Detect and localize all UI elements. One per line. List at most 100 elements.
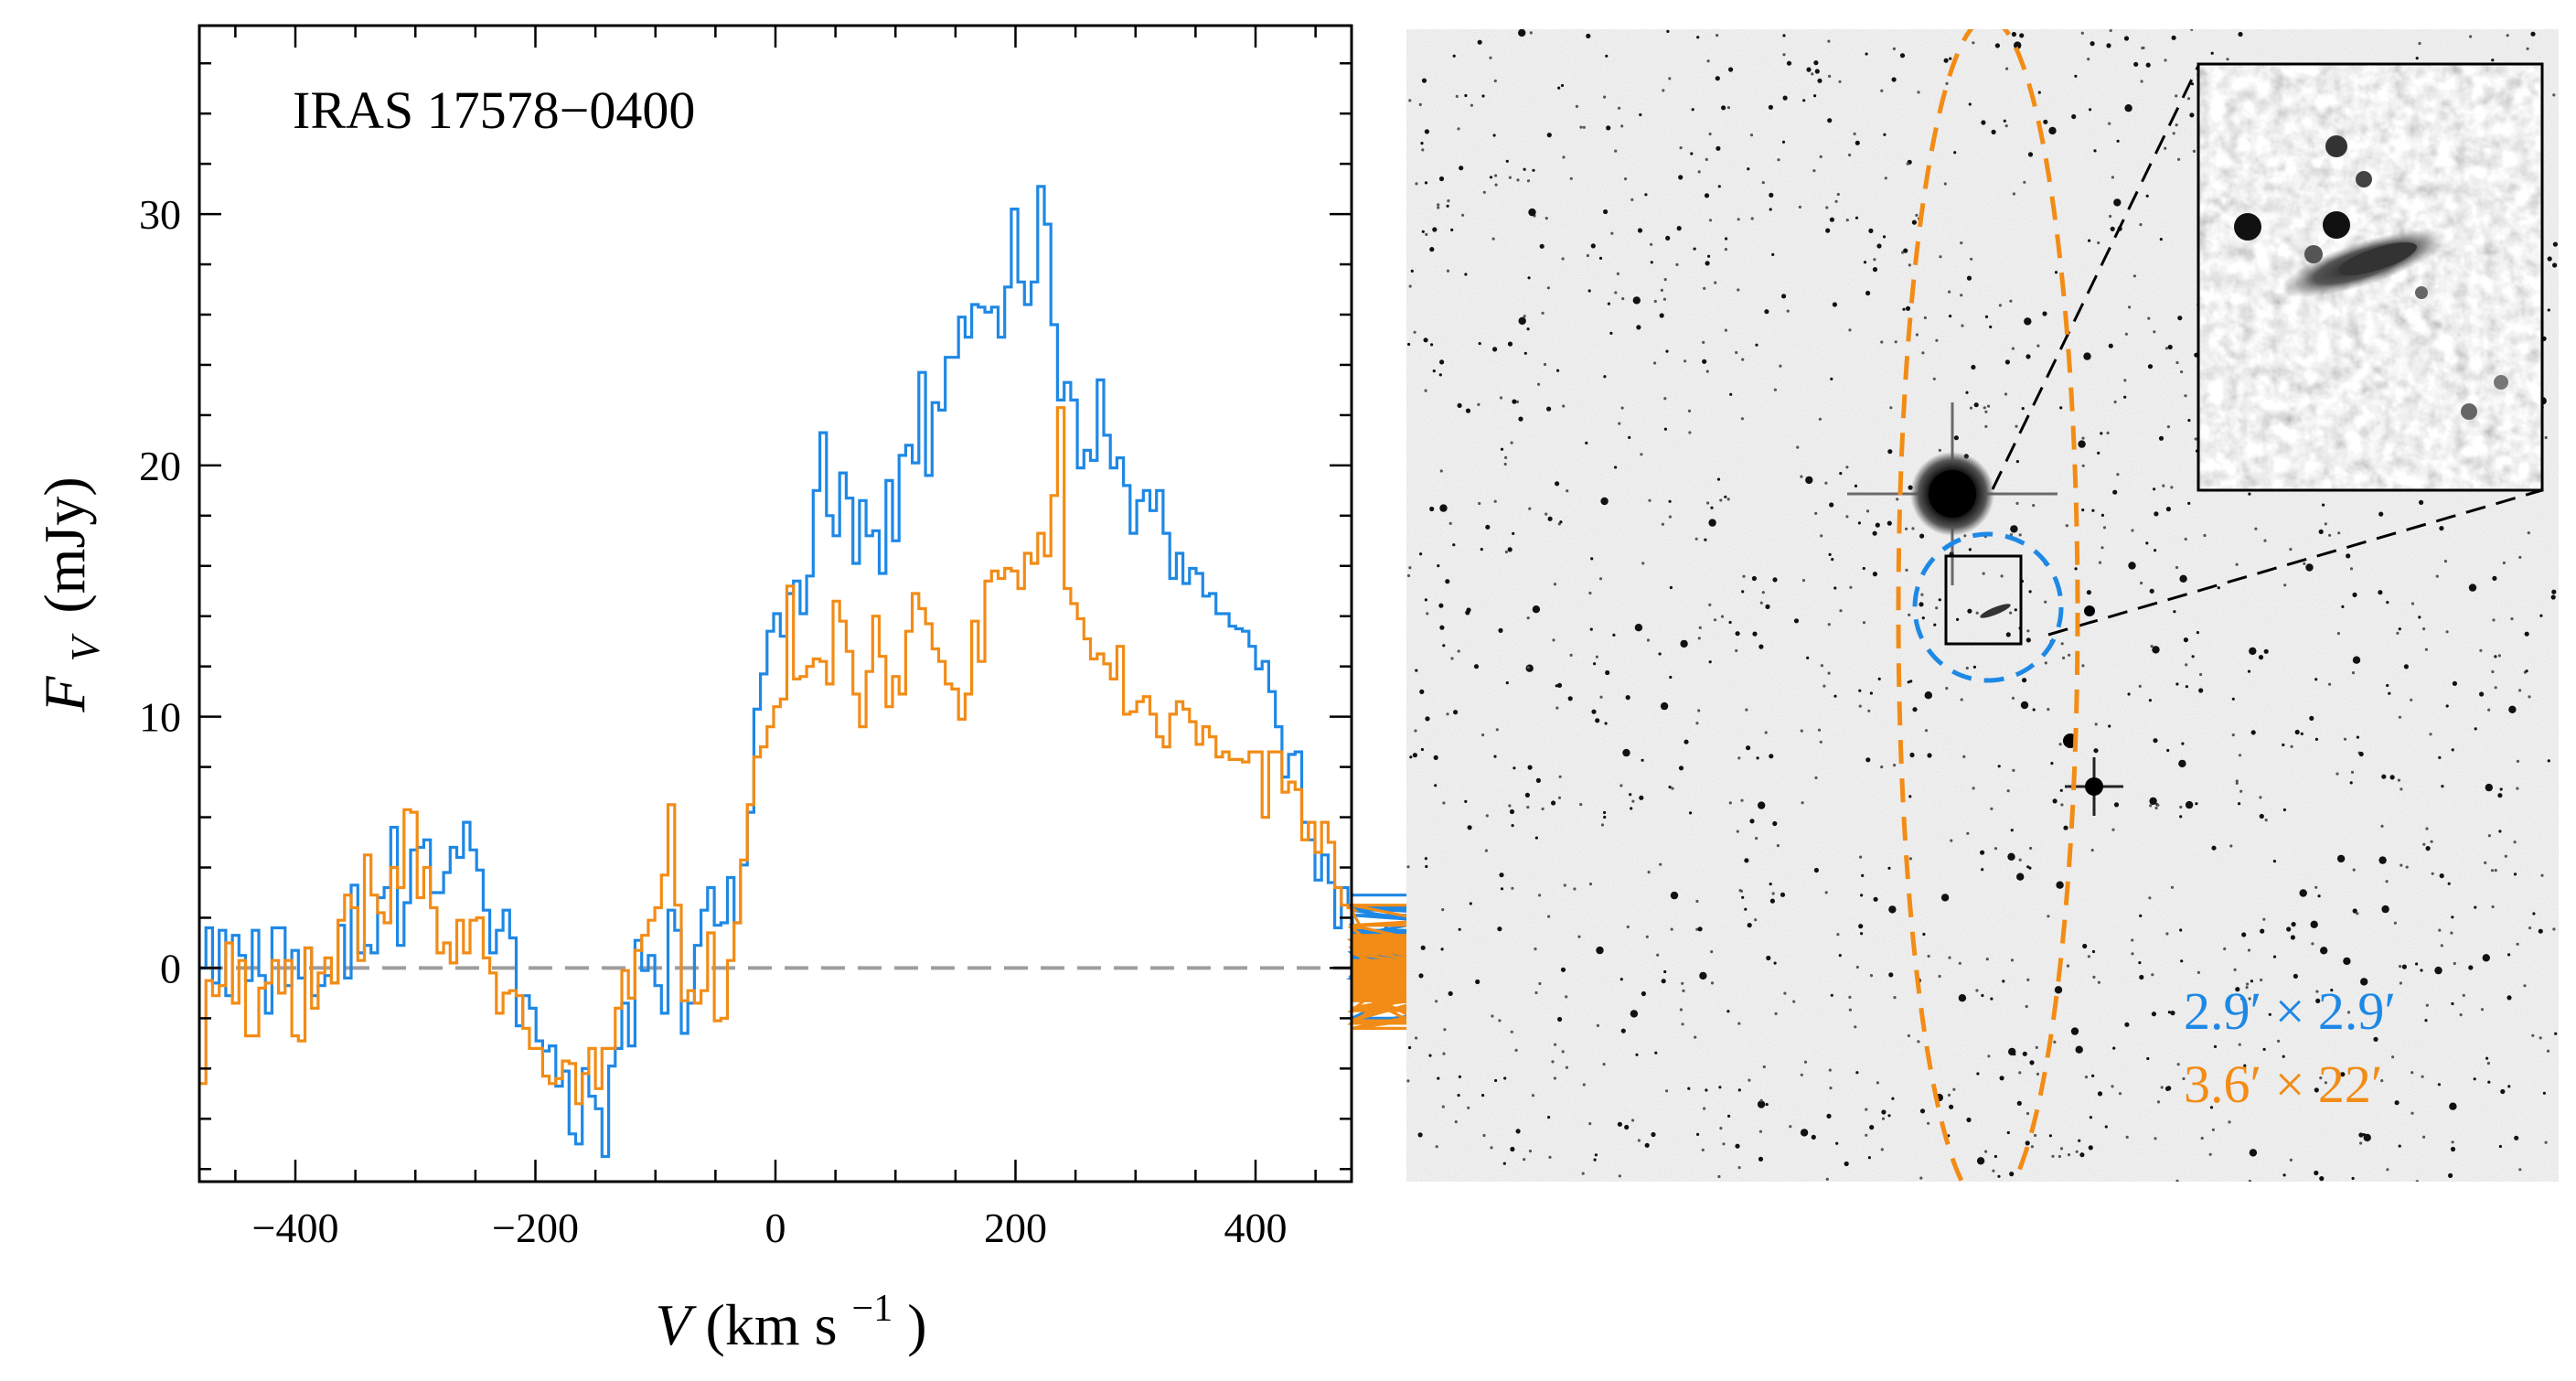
background-star (2552, 93, 2556, 97)
background-star (1452, 54, 1456, 58)
background-star (2547, 256, 2552, 262)
background-star (1758, 644, 1764, 649)
background-star (1668, 499, 1672, 503)
background-star (2386, 601, 2389, 605)
background-star (1586, 253, 1589, 258)
background-star (2179, 928, 2183, 932)
background-star (1634, 624, 1643, 632)
background-star (1579, 125, 1583, 129)
background-star (2486, 1062, 2490, 1065)
y-axis-variable: F (32, 676, 97, 713)
background-star (2177, 157, 2181, 161)
background-star (2389, 775, 2395, 780)
background-star (2410, 1071, 2414, 1075)
background-star (2314, 1087, 2319, 1093)
background-star (2112, 1046, 2116, 1050)
background-star (1960, 698, 1963, 701)
background-star (2071, 113, 2077, 120)
background-star (1728, 801, 1732, 805)
background-star (1697, 637, 1701, 640)
background-star (1543, 362, 1547, 367)
background-star (1726, 106, 1730, 110)
background-star (1736, 830, 1739, 833)
background-star (1984, 315, 1989, 318)
background-star (1515, 1129, 1521, 1134)
background-star (2106, 43, 2111, 48)
background-star (1666, 29, 1670, 34)
background-star (2089, 1116, 2092, 1119)
background-star (1940, 894, 1950, 902)
background-star (1758, 1129, 1762, 1133)
background-star (1509, 808, 1515, 815)
background-star (2139, 223, 2143, 227)
background-star (1507, 341, 1513, 347)
background-star (1492, 134, 1496, 137)
background-star (1457, 649, 1460, 653)
background-star (1865, 1108, 1868, 1111)
background-star (1705, 369, 1709, 373)
background-star (1493, 755, 1497, 758)
background-star (1598, 577, 1603, 581)
background-star (1481, 1094, 1485, 1097)
y-axis-variable-subscript: V (63, 633, 108, 662)
background-star (1465, 408, 1471, 413)
background-star (1714, 281, 1717, 284)
background-star (2462, 993, 2465, 997)
background-star (2422, 1135, 2426, 1139)
background-star (1650, 261, 1653, 264)
background-star (2239, 789, 2243, 793)
background-star (2351, 671, 2356, 675)
background-star (2380, 824, 2384, 829)
background-star (1939, 255, 1942, 259)
background-star (1949, 1104, 1954, 1109)
background-star (1598, 256, 1603, 260)
background-star (1865, 52, 1868, 56)
background-star (1481, 733, 1485, 737)
background-star (2124, 332, 2128, 336)
background-star (1887, 449, 1893, 455)
background-star (2012, 768, 2015, 773)
background-star (1965, 391, 1969, 394)
background-star (1424, 129, 1429, 134)
background-star (2445, 630, 2449, 634)
background-star (1477, 39, 1482, 45)
background-star (1630, 807, 1633, 810)
galaxy-inset (2197, 62, 2544, 492)
background-star (2282, 808, 2286, 812)
background-star (2180, 370, 2184, 374)
background-star (2090, 41, 2095, 47)
background-star (2340, 1072, 2346, 1077)
background-star (1881, 1109, 1887, 1115)
background-star (1518, 29, 1526, 37)
background-star (1524, 792, 1530, 798)
background-star (2170, 486, 2174, 489)
background-star (1604, 722, 1608, 725)
background-star (1445, 579, 1450, 584)
background-star (2351, 1176, 2355, 1181)
background-star (2109, 29, 2112, 32)
background-star (2405, 865, 2409, 869)
background-star (2154, 549, 2157, 552)
background-star (2091, 509, 2095, 512)
background-star (2062, 656, 2066, 660)
background-star (2054, 271, 2058, 274)
background-star (1582, 1083, 1586, 1087)
background-star (2176, 1063, 2180, 1066)
background-star (1489, 176, 1493, 179)
background-star (1892, 47, 1896, 51)
background-star (1669, 585, 1673, 590)
background-star (2349, 781, 2353, 785)
background-star (1551, 800, 1556, 806)
background-star (1968, 102, 1972, 106)
background-star (2067, 1153, 2071, 1157)
x-axis-variable: V (655, 1292, 697, 1357)
background-star (2086, 590, 2091, 595)
background-star (2289, 1158, 2293, 1162)
background-star (2527, 531, 2530, 535)
background-star (2487, 708, 2491, 712)
background-star (1758, 801, 1766, 809)
background-star (2250, 980, 2253, 983)
background-star (1983, 406, 1986, 410)
background-star (1894, 340, 1897, 344)
background-star (2014, 608, 2017, 612)
